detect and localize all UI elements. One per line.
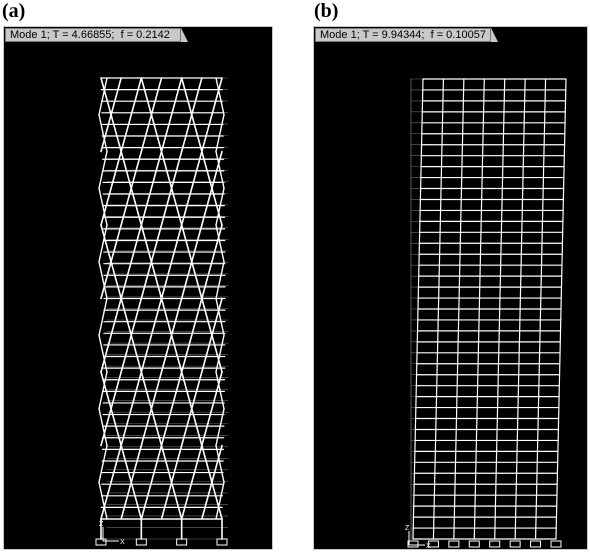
edge-member <box>215 481 225 520</box>
diagonal-member <box>180 224 203 300</box>
panel-b-titlebar: Mode 1; T = 9.94344; f = 0.10057 <box>315 28 491 42</box>
diagonal-member <box>180 297 203 373</box>
support <box>448 540 460 548</box>
column-line <box>473 78 485 540</box>
support <box>95 538 107 546</box>
edge-member <box>98 371 108 410</box>
edge-member <box>215 114 225 153</box>
diagonal-member <box>160 297 183 373</box>
column-line <box>453 78 465 540</box>
support <box>216 538 228 546</box>
diagonal-member <box>140 371 163 447</box>
support <box>407 540 419 548</box>
support <box>530 540 542 548</box>
edge-member <box>98 408 108 447</box>
edge-member <box>215 150 225 189</box>
support <box>468 540 480 548</box>
z-axis-label: Z <box>99 521 104 528</box>
diagonal-member <box>120 371 143 447</box>
diagonal-member <box>140 444 163 520</box>
diagonal-member <box>140 77 163 153</box>
diagonal-member <box>160 77 183 153</box>
edge-member <box>98 334 108 373</box>
support <box>135 538 147 546</box>
diagrid-frame-drawing: ZX <box>95 77 229 546</box>
diagonal-member <box>120 77 143 153</box>
diagonal-member <box>140 224 163 300</box>
diagonal-member <box>180 371 203 447</box>
panel-b-title: Mode 1; T = 9.94344; f = 0.10057 <box>320 29 486 41</box>
diagonal-member <box>180 77 203 153</box>
x-axis-label: X <box>120 539 125 546</box>
panel-a-titlebar: Mode 1; T = 4.66855; f = 0.2142 <box>5 28 181 42</box>
edge-member <box>215 444 225 483</box>
rigid-frame-drawing: ZX <box>405 78 567 550</box>
column-line <box>534 78 547 540</box>
diagonal-member <box>160 150 183 226</box>
diagonal-member <box>160 224 183 300</box>
x-axis-label: X <box>426 543 431 550</box>
panel-b-label: (b) <box>314 0 339 22</box>
edge-member <box>215 334 225 373</box>
support <box>550 540 562 548</box>
edge-member <box>98 444 108 483</box>
diagonal-member <box>140 150 163 226</box>
support <box>489 540 501 548</box>
edge-member <box>98 114 108 153</box>
panel-b-tab-edge <box>491 28 498 42</box>
column-line <box>514 78 526 540</box>
column-line <box>412 78 424 540</box>
diagonal-member <box>120 444 143 520</box>
column-line <box>555 78 567 540</box>
edge-member <box>215 371 225 410</box>
edge-member <box>98 481 108 520</box>
edge-member <box>98 224 108 263</box>
edge-member <box>215 224 225 263</box>
axes-triad: ZX <box>405 525 431 550</box>
axes-triad: ZX <box>99 521 125 546</box>
support <box>176 538 188 546</box>
diagonal-member <box>140 297 163 373</box>
panel-a-title: Mode 1; T = 4.66855; f = 0.2142 <box>10 29 170 41</box>
edge-member <box>215 187 225 226</box>
support <box>509 540 521 548</box>
support <box>427 540 439 548</box>
diagonal-member <box>120 150 143 226</box>
edge-member <box>98 150 108 189</box>
edge-member <box>98 187 108 226</box>
diagonal-member <box>160 444 183 520</box>
panel-a-tab-edge <box>181 28 188 42</box>
edge-member <box>215 77 225 116</box>
diagonal-member <box>120 224 143 300</box>
diagonal-member <box>120 297 143 373</box>
edge-member <box>98 77 108 116</box>
edge-member <box>215 408 225 447</box>
panel-a-label: (a) <box>2 0 26 22</box>
diagonal-member <box>180 150 203 226</box>
column-line <box>494 78 506 540</box>
diagonal-member <box>160 371 183 447</box>
edge-member <box>98 297 108 336</box>
diagonal-member <box>180 444 203 520</box>
column-line <box>432 78 445 540</box>
edge-member <box>98 261 108 300</box>
z-axis-label: Z <box>405 525 410 532</box>
edge-member <box>215 261 225 300</box>
edge-member <box>215 297 225 336</box>
